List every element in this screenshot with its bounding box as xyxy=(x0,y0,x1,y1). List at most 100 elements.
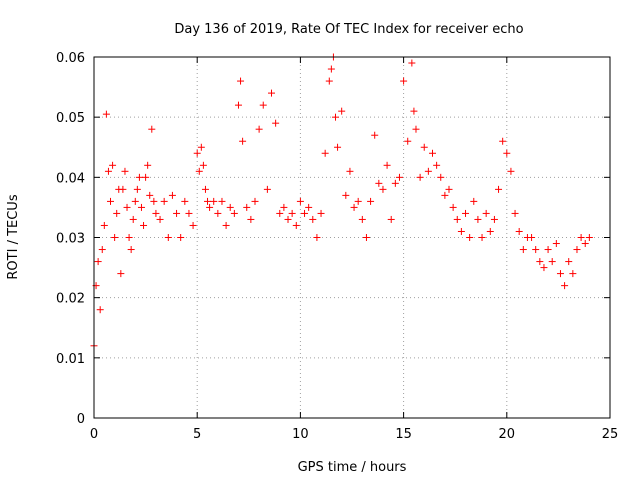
data-point xyxy=(462,209,470,217)
data-point xyxy=(317,209,325,217)
data-point xyxy=(428,149,436,157)
data-point xyxy=(362,234,370,241)
data-point xyxy=(350,203,358,211)
y-tick-label: 0.05 xyxy=(56,111,85,126)
data-point xyxy=(391,179,399,187)
data-point xyxy=(185,209,193,217)
data-point xyxy=(507,167,515,175)
data-point xyxy=(321,149,329,157)
data-point xyxy=(296,197,304,205)
data-point xyxy=(131,197,139,205)
data-point xyxy=(536,258,544,266)
data-point xyxy=(313,234,321,241)
data-point xyxy=(466,234,474,241)
data-point xyxy=(197,143,205,151)
data-point xyxy=(561,282,569,290)
data-point xyxy=(331,113,339,121)
data-point xyxy=(193,149,201,157)
data-point xyxy=(255,125,263,133)
data-point xyxy=(123,203,131,211)
data-point xyxy=(495,185,503,193)
y-tick-label: 0.06 xyxy=(56,51,85,66)
data-point xyxy=(111,234,119,241)
data-point xyxy=(482,209,490,217)
data-point xyxy=(94,258,102,266)
data-point xyxy=(135,173,143,181)
data-point xyxy=(338,107,346,115)
data-point xyxy=(280,203,288,211)
data-point xyxy=(301,209,309,217)
data-point xyxy=(548,258,556,266)
data-point xyxy=(107,197,115,205)
data-point xyxy=(577,234,585,241)
data-point xyxy=(152,209,160,217)
data-point xyxy=(490,215,498,223)
chart-title: Day 136 of 2019, Rate Of TEC Index for r… xyxy=(174,22,523,37)
data-point xyxy=(263,185,271,193)
data-point xyxy=(210,197,218,205)
y-tick-label: 0.03 xyxy=(56,232,85,247)
data-point xyxy=(156,215,164,223)
data-point xyxy=(424,167,432,175)
data-point xyxy=(109,161,117,169)
data-point xyxy=(342,191,350,199)
data-points xyxy=(90,53,593,350)
data-point xyxy=(410,107,418,115)
data-point xyxy=(585,234,593,241)
data-point xyxy=(499,137,507,145)
data-point xyxy=(164,234,172,241)
data-point xyxy=(160,197,168,205)
y-tick-label: 0 xyxy=(77,412,85,427)
data-point xyxy=(532,246,540,254)
data-point xyxy=(367,197,375,205)
data-point xyxy=(113,209,121,217)
data-point xyxy=(239,137,247,145)
data-point xyxy=(387,215,395,223)
data-point xyxy=(133,185,141,193)
data-point xyxy=(383,161,391,169)
y-tick-label: 0.04 xyxy=(56,171,85,186)
data-point xyxy=(100,221,108,229)
data-point xyxy=(441,191,449,199)
data-point xyxy=(195,167,203,175)
data-point xyxy=(453,215,461,223)
data-point xyxy=(102,110,110,118)
data-point xyxy=(445,185,453,193)
data-point xyxy=(327,65,335,73)
data-point xyxy=(104,167,112,175)
data-point xyxy=(268,89,276,97)
data-point xyxy=(449,203,457,211)
data-point xyxy=(346,167,354,175)
data-point xyxy=(325,77,333,85)
y-axis-label: ROTI / TECUs xyxy=(6,194,21,279)
data-point xyxy=(433,161,441,169)
data-point xyxy=(125,234,133,241)
x-tick-label: 10 xyxy=(292,427,309,442)
data-point xyxy=(309,215,317,223)
data-point xyxy=(206,203,214,211)
x-tick-label: 5 xyxy=(193,427,201,442)
data-point xyxy=(420,143,428,151)
data-point xyxy=(218,197,226,205)
data-point xyxy=(214,209,222,217)
data-point xyxy=(140,221,148,229)
data-point xyxy=(98,246,106,254)
data-point xyxy=(189,221,197,229)
data-point xyxy=(457,227,465,235)
data-point xyxy=(544,246,552,254)
data-point xyxy=(358,215,366,223)
y-tick-label: 0.02 xyxy=(56,292,85,307)
data-point xyxy=(142,173,150,181)
data-point xyxy=(408,59,416,67)
data-point xyxy=(272,119,280,127)
data-point xyxy=(581,240,589,248)
data-point xyxy=(569,270,577,278)
data-point xyxy=(416,173,424,181)
data-point xyxy=(146,191,154,199)
data-point xyxy=(404,137,412,145)
x-tick-label: 15 xyxy=(395,427,412,442)
data-point xyxy=(117,270,125,278)
data-point xyxy=(486,227,494,235)
data-point xyxy=(204,197,212,205)
data-point xyxy=(565,258,573,266)
